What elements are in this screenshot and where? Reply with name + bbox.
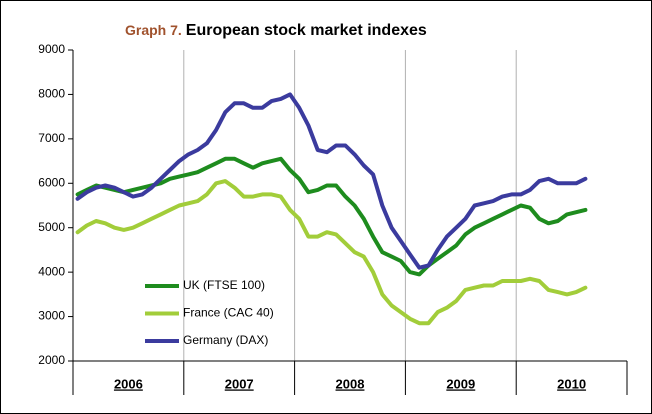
legend-label: UK (FTSE 100) [183, 278, 265, 292]
y-tick-label: 5000 [38, 220, 65, 234]
series-line [75, 156, 588, 277]
chart-title-group: Graph 7. European stock market indexes [125, 22, 427, 40]
x-tick-label: 2008 [336, 376, 365, 391]
x-tick-label: 2007 [225, 376, 254, 391]
y-tick-label: 9000 [38, 42, 65, 56]
graph-number: Graph 7. [125, 22, 182, 38]
x-tick-label: 2006 [114, 376, 143, 391]
y-tick-label: 7000 [38, 131, 65, 145]
y-tick-label: 2000 [38, 353, 65, 367]
x-tick-label: 2010 [557, 376, 586, 391]
y-tick-label: 3000 [38, 309, 65, 323]
chart-title: European stock market indexes [186, 22, 427, 39]
y-tick-label: 8000 [38, 87, 65, 101]
legend-label: Germany (DAX) [183, 333, 268, 347]
legend-label: France (CAC 40) [183, 306, 274, 320]
series-line [75, 92, 588, 270]
x-tick-label: 2009 [446, 376, 475, 391]
series-line [75, 179, 588, 326]
y-tick-label: 6000 [38, 175, 65, 189]
y-tick-label: 4000 [38, 264, 65, 278]
